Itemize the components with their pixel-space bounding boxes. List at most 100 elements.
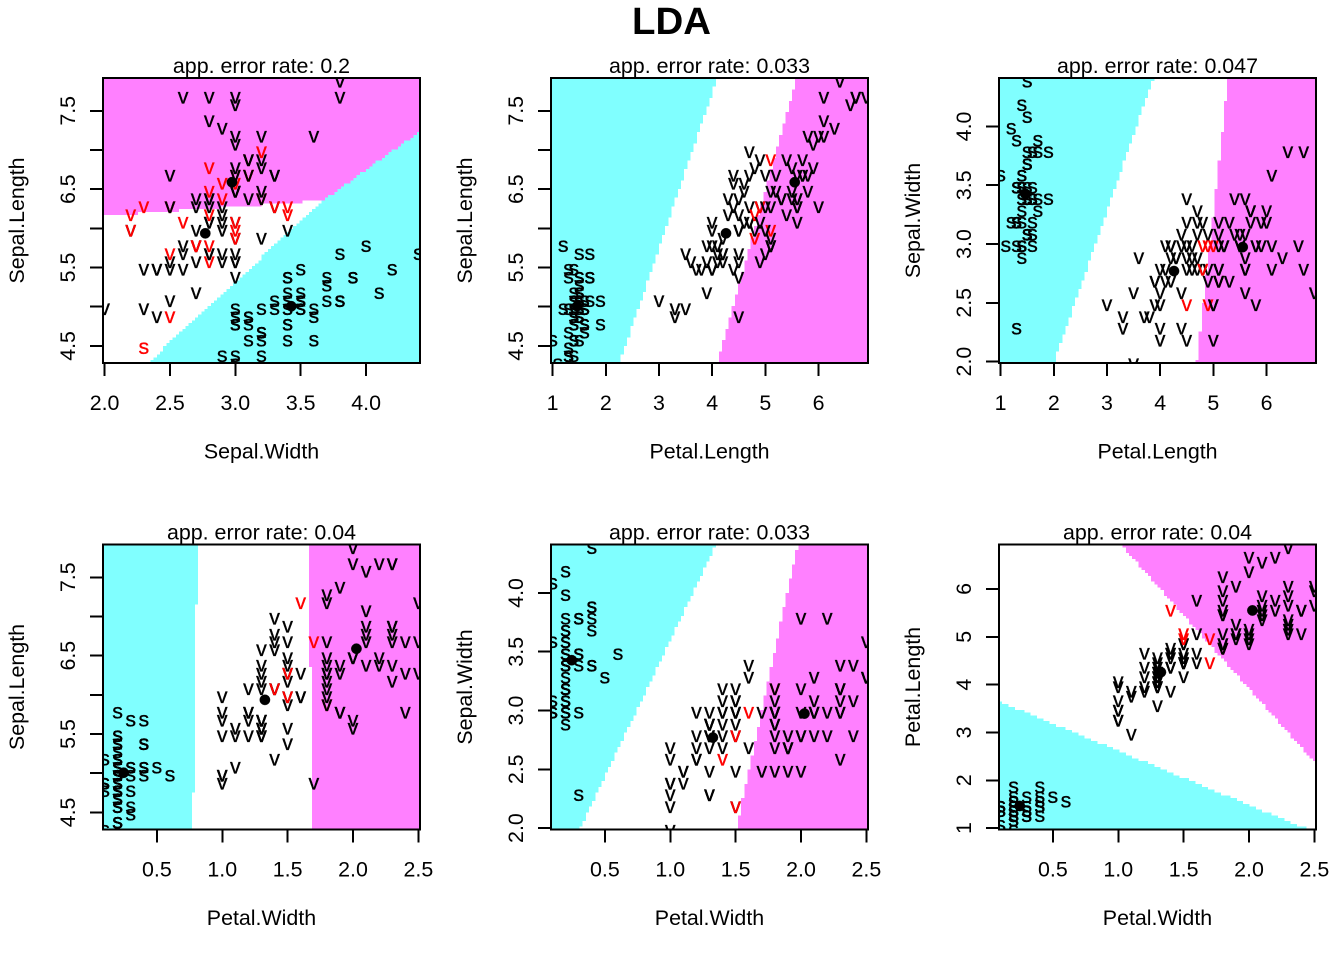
svg-text:v: v [1102,292,1113,316]
svg-text:v: v [730,794,741,818]
svg-text:s: s [1027,210,1038,234]
svg-text:v: v [803,178,814,202]
svg-text:s: s [112,762,123,786]
svg-text:v: v [848,723,859,747]
svg-text:v: v [670,296,681,320]
svg-text:v: v [348,645,359,669]
svg-text:v: v [243,163,254,187]
svg-text:Sepal.Length: Sepal.Length [5,624,29,750]
svg-text:s: s [230,312,241,336]
svg-text:s: s [1034,793,1045,817]
svg-text:v: v [1267,257,1278,281]
svg-text:v: v [678,758,689,782]
svg-text:v: v [1187,233,1198,257]
svg-text:v: v [787,155,798,179]
svg-text:v: v [1178,650,1189,674]
svg-text:v: v [765,225,776,249]
svg-text:v: v [165,288,176,312]
svg-text:v: v [783,735,794,759]
svg-text:s: s [560,559,571,583]
svg-text:v: v [1244,616,1255,640]
svg-text:v: v [809,700,820,724]
svg-text:v: v [776,186,787,210]
svg-text:3.5: 3.5 [286,391,316,415]
svg-text:2.5: 2.5 [504,754,528,784]
svg-text:v: v [1155,257,1166,281]
svg-text:s: s [1027,186,1038,210]
svg-text:v: v [783,735,794,759]
svg-text:v: v [819,123,830,147]
svg-text:v: v [1165,597,1176,621]
svg-text:v: v [387,621,398,645]
svg-text:v: v [322,692,333,716]
svg-text:s: s [560,629,571,653]
svg-text:s: s [1032,139,1043,163]
svg-text:v: v [1283,612,1294,636]
svg-text:v: v [256,661,267,685]
svg-text:v: v [204,233,215,257]
svg-text:v: v [1204,626,1215,650]
svg-text:3: 3 [952,726,976,738]
svg-text:v: v [845,92,856,116]
svg-text:s: s [558,233,569,257]
svg-text:v: v [348,708,359,732]
svg-text:v: v [138,194,149,218]
svg-text:v: v [707,210,718,234]
svg-text:v: v [808,155,819,179]
svg-text:v: v [739,210,750,234]
svg-text:v: v [322,668,333,692]
svg-text:s: s [1022,139,1033,163]
svg-text:v: v [770,700,781,724]
svg-text:s: s [282,312,293,336]
svg-text:4.0: 4.0 [952,111,976,141]
svg-text:v: v [1213,268,1224,292]
svg-text:v: v [1149,268,1160,292]
svg-text:v: v [1192,221,1203,245]
svg-text:v: v [269,194,280,218]
svg-text:v: v [204,249,215,273]
svg-text:v: v [269,637,280,661]
svg-text:v: v [125,218,136,242]
svg-text:v: v [822,700,833,724]
svg-text:v: v [125,202,136,226]
svg-text:v: v [760,218,771,242]
svg-text:v: v [1257,549,1268,573]
svg-text:v: v [1165,268,1176,292]
svg-text:app. error rate: 0.2: app. error rate: 0.2 [173,54,350,78]
svg-text:v: v [243,147,254,171]
svg-text:s: s [579,296,590,320]
svg-text:v: v [728,257,739,281]
svg-text:s: s [1027,139,1038,163]
svg-text:s: s [560,641,571,665]
svg-text:v: v [1178,650,1189,674]
svg-text:s: s [586,653,597,677]
svg-text:v: v [744,194,755,218]
svg-text:v: v [819,108,830,132]
svg-text:2.0: 2.0 [786,857,816,881]
svg-text:v: v [322,661,333,685]
svg-text:v: v [848,688,859,712]
svg-text:v: v [776,186,787,210]
svg-text:s: s [125,708,136,732]
svg-text:v: v [717,241,728,265]
svg-text:s: s [574,304,585,328]
svg-text:s: s [563,343,574,367]
svg-text:v: v [730,711,741,735]
svg-text:s: s [112,723,123,747]
svg-text:v: v [1181,233,1192,257]
svg-text:v: v [230,723,241,747]
svg-text:s: s [563,319,574,343]
svg-text:v: v [361,653,372,677]
svg-text:v: v [282,692,293,716]
svg-text:v: v [813,194,824,218]
svg-text:s: s [560,676,571,700]
svg-text:v: v [770,758,781,782]
svg-text:s: s [1008,798,1019,822]
svg-text:v: v [717,700,728,724]
svg-text:s: s [112,809,123,833]
svg-text:v: v [1282,139,1293,163]
svg-text:v: v [680,296,691,320]
svg-text:v: v [282,629,293,653]
svg-text:s: s [600,664,611,688]
svg-text:s: s [138,708,149,732]
